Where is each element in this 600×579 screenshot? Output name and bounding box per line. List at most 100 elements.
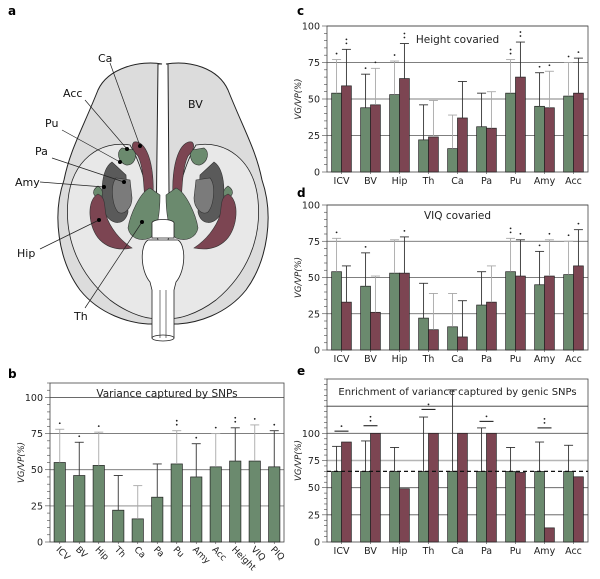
x-tick-label: Hip [392,546,408,557]
bar-pa-green [151,496,164,543]
significance-star [519,35,522,37]
bar-pa-maroon [486,127,497,173]
leader-amy [39,181,105,188]
significance-star [214,426,217,429]
significance-star [509,227,512,230]
y-tick-label: 75 [308,237,320,248]
significance-star [364,245,367,248]
bar-hip-green [92,465,105,543]
bar-hip-green [389,471,400,543]
bar-ca-maroon [457,336,468,351]
bar-icv-green [331,471,342,543]
panel-a-brain-diagram: a [8,4,269,342]
label-pa: Pa [35,145,48,158]
x-tick-label: Th [422,546,435,557]
y-tick-label: 50 [31,465,43,476]
significance-star [543,418,546,420]
bar-pu-green [505,471,516,543]
significance-star [253,418,256,420]
bar-ca-maroon [457,432,468,543]
bar-pu-green [505,92,516,173]
dot-amy [102,185,106,189]
bar-hip-green [389,272,400,351]
x-tick-label: Hip [93,545,111,563]
significance-star [175,419,178,422]
leader-pa [51,157,125,183]
x-tick-label: Pu [510,546,522,557]
bar-acc-green [209,466,222,543]
label-ca: Ca [98,52,112,65]
bar-ca-green [447,471,458,543]
x-tick-label: BV [73,545,89,561]
x-tick-label: Pu [510,354,522,365]
bar-icv-green [331,271,342,351]
x-tick-label: BV [364,546,377,557]
y-axis-label: VG/VP(%) [294,79,304,120]
panel-b-chart: b 0 25 50 75 100 VG/VP(%) Variance captured by … [8,367,286,573]
bar-th-green [418,139,429,173]
label-th: Th [73,310,88,323]
leader-pu [61,129,121,163]
bar-bv-green [360,471,371,543]
significance-star [335,52,338,55]
significance-star [403,230,406,232]
y-tick-label: 100 [302,22,320,33]
bar-icv-green [331,92,342,173]
bar-bv-maroon [370,432,381,543]
panel-letter-c: c [297,4,304,18]
chart-title: Enrichment of variance captured by genic… [338,387,576,398]
significance-star [364,67,367,70]
significance-star [175,423,178,426]
panel-letter-e: e [297,364,305,378]
label-pu: Pu [45,117,58,130]
chart-title: Variance captured by SNPs [96,388,237,400]
bar-bv-green [73,475,86,543]
x-tick-label: Hip [392,354,408,365]
x-tick-label: BV [364,354,377,365]
x-tick-label: Ca [451,354,463,365]
bar-pa-green [476,471,487,543]
bar-bv-maroon [370,104,381,173]
bar-amy-maroon [544,275,555,351]
bar-pa-maroon [486,432,497,543]
pallidum-left [112,177,133,214]
leader-hip [39,219,100,250]
leader-ca [109,62,141,147]
y-tick-label: 50 [308,273,320,284]
x-tick-label: Amy [190,545,212,567]
significance-star [548,64,551,67]
x-tick-label: Th [422,176,435,187]
significance-star [345,42,348,45]
y-tick-label: 100 [302,429,320,440]
x-tick-label: Pu [510,176,522,187]
significance-star [345,38,348,41]
x-tick-label: Acc [210,545,228,563]
bar-th-maroon [428,136,439,173]
bar-amy-green [534,284,545,351]
y-tick-label: 25 [308,131,320,142]
bar-bv-green [360,285,371,351]
y-tick-label: 100 [25,393,43,404]
bar-pu-green [505,271,516,351]
y-tick-label: 50 [308,483,320,494]
x-tick-label: Pa [481,176,492,187]
panel-letter-d: d [297,186,306,200]
bar-pa-green [476,126,487,173]
label-amy: Amy [15,176,40,189]
x-tick-label: BV [364,176,377,187]
y-tick-label: 0 [37,538,43,549]
bar-acc-maroon [573,265,584,351]
label-bv: BV [188,98,203,111]
significance-star [403,36,406,39]
spinal-cord-end [151,334,175,342]
significance-star [519,232,522,235]
bar-amy-maroon [544,107,555,173]
structure-labels: Ca Acc Pu Pa Amy Hip Th BV [15,52,203,323]
structure-dots [97,144,144,224]
bar-pu-maroon [515,275,526,351]
bar-ca-maroon [457,117,468,173]
y-tick-label: 25 [31,501,43,512]
dot-acc [125,147,129,151]
panel-d-chart: d 0 25 50 75 100 VG/VP(%) VIQ covaried ICV BV Hip T… [294,186,589,365]
